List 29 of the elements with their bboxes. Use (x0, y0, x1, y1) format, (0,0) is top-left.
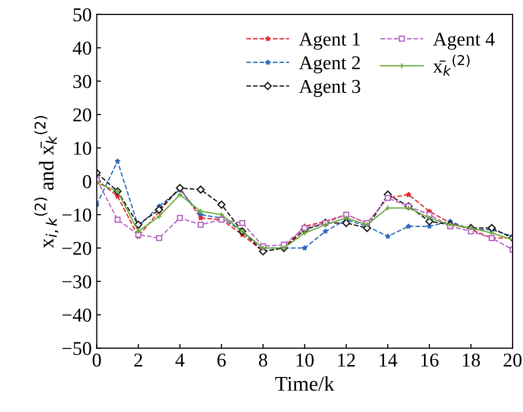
legend-label: Agent 1 (299, 32, 360, 50)
legend-label: x̄$_{k}$$^{(2)}$ (433, 54, 470, 76)
y-tick-label: −10 (62, 208, 92, 222)
y-tick-label: 10 (74, 142, 92, 155)
x-tick-label: 0 (92, 354, 101, 367)
y-tick-label: 40 (72, 42, 92, 55)
x-tick-label: 18 (462, 354, 480, 367)
x-tick-label: 12 (338, 354, 355, 366)
y-tick-label: 0 (82, 175, 92, 188)
x-tick-label: 6 (217, 354, 226, 367)
legend-label: Agent 4 (433, 32, 495, 50)
legend-label: Agent 3 (299, 80, 360, 98)
x-tick-label: 4 (175, 354, 184, 366)
x-tick-label: 14 (380, 354, 398, 366)
x-axis-title: Time/k (275, 376, 334, 391)
y-tick-label: −40 (62, 308, 92, 322)
x-tick-label: 20 (504, 354, 522, 367)
y-tick-label: 30 (73, 74, 92, 88)
y-axis-title: x$_{i,k}$$^{(2)}$ and x̄$_{k}$$^{(2)}$ (34, 116, 58, 248)
y-tick-label: −50 (62, 342, 92, 356)
legend-label: Agent 2 (299, 56, 360, 74)
y-tick-label: −30 (62, 275, 92, 288)
y-tick-label: 50 (74, 8, 92, 22)
x-tick-label: 2 (134, 354, 142, 366)
x-tick-label: 10 (296, 354, 314, 367)
y-tick-label: −20 (62, 242, 92, 255)
x-tick-label: 16 (421, 354, 439, 367)
x-tick-label: 8 (258, 354, 268, 367)
y-tick-label: 20 (73, 108, 92, 122)
